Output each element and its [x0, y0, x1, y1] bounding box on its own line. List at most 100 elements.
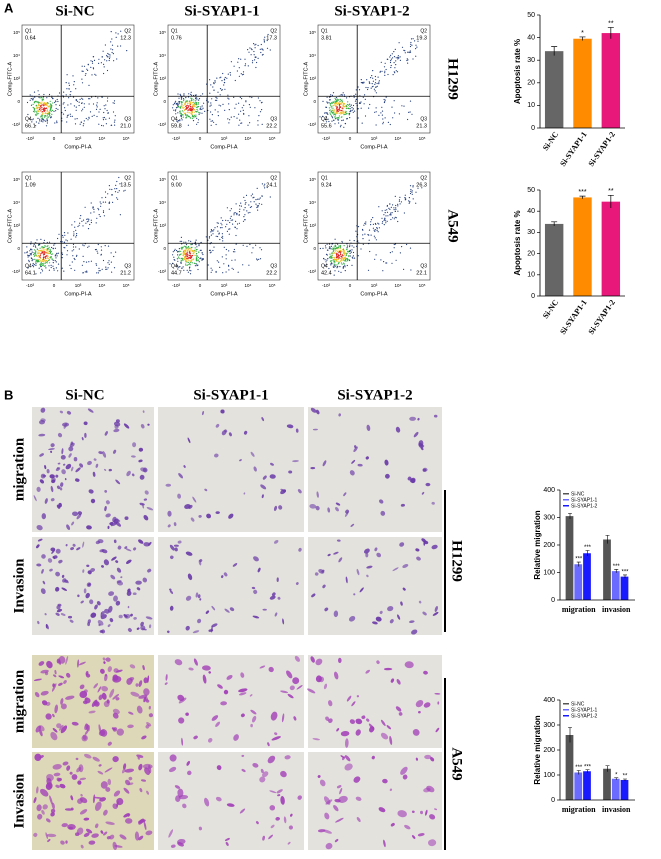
cell-dot [81, 110, 83, 112]
cell-dot [48, 113, 51, 116]
cell [107, 666, 112, 673]
cell-dot [91, 62, 94, 64]
cell-dot [190, 240, 192, 242]
cell-dot [108, 208, 110, 210]
cell [365, 456, 369, 460]
y-tick-label: 40 [527, 208, 535, 215]
x-tick-label: invasion [602, 605, 631, 614]
cell-dot [222, 103, 224, 105]
cell [310, 407, 317, 413]
cell [389, 735, 393, 745]
cell-dot [112, 49, 114, 51]
cell-dot [333, 246, 335, 248]
cell [434, 692, 441, 695]
cell [289, 685, 295, 691]
cell-dot [27, 267, 29, 269]
cell-dot [384, 212, 386, 214]
cell-dot [114, 124, 116, 126]
cell-dot [328, 96, 331, 98]
cell-dot [208, 249, 211, 251]
x-tick-label: -10³ [322, 136, 331, 141]
cell-dot [342, 248, 345, 250]
micrograph [32, 752, 154, 851]
cell [83, 832, 90, 837]
cell-dot [214, 80, 216, 82]
cell-dot [334, 123, 336, 125]
cell-dot [338, 118, 340, 120]
cell [324, 812, 330, 820]
cell-dot [409, 111, 411, 113]
cell-dot [46, 241, 48, 244]
cell-dot [339, 254, 342, 256]
cell-dot [374, 230, 376, 232]
flow-plot: Q11.09Q213.5Q321.2Q464.1-10³-10³0010³10³… [7, 171, 135, 297]
cell-dot [69, 94, 71, 96]
cell-dot [397, 205, 399, 207]
cell [115, 600, 121, 606]
cell-dot [66, 240, 68, 242]
cell-dot [192, 103, 195, 105]
cell [243, 430, 248, 435]
cell-dot [46, 262, 48, 264]
cell-dot [95, 222, 97, 224]
cell-dot [82, 125, 84, 127]
cell-dot [222, 72, 224, 75]
cell [86, 582, 92, 588]
cell-dot [389, 123, 391, 126]
cell-dot [368, 229, 371, 231]
cell-dot [336, 100, 338, 102]
cell [115, 697, 120, 701]
y-tick-label: 10³ [13, 223, 20, 228]
cell [105, 787, 111, 792]
cell [113, 790, 121, 797]
cell-dot [334, 238, 336, 240]
cell-dot [408, 200, 410, 202]
cell-dot [41, 108, 43, 110]
cell-dot [329, 246, 331, 248]
cell-dot [250, 48, 252, 50]
cell-dot [229, 221, 231, 224]
cell-dot [364, 98, 366, 100]
cell-dot [404, 194, 406, 196]
cell-dot [46, 119, 49, 121]
cell [77, 511, 82, 516]
cell [333, 551, 339, 555]
cell-dot [35, 273, 37, 275]
cell-dot [182, 266, 184, 268]
y-tick-label: 10⁵ [13, 177, 20, 182]
cell [109, 618, 114, 623]
cell-dot [110, 124, 112, 126]
cell [355, 718, 363, 725]
cell-dot [263, 185, 265, 187]
cell-dot [348, 255, 350, 258]
cell-dot [243, 104, 245, 106]
cell-dot [113, 267, 116, 269]
cell [45, 713, 52, 720]
cell [61, 823, 68, 828]
cell [65, 655, 69, 665]
cell [168, 766, 177, 773]
cell-dot [234, 79, 236, 82]
cell-dot [337, 112, 339, 114]
cell [108, 468, 112, 472]
cell [139, 474, 145, 480]
cell [105, 657, 111, 662]
cell [60, 703, 67, 710]
cell-dot [245, 101, 247, 103]
cell-dot [100, 249, 103, 251]
cell-dot [76, 234, 78, 237]
quadrant-value: 59.8 [171, 123, 182, 129]
cell [257, 567, 261, 573]
cell [287, 693, 294, 699]
cell-dot [66, 244, 68, 247]
cell-dot [191, 262, 193, 264]
cell-dot [228, 269, 230, 271]
cell [61, 574, 65, 578]
cell-dot [343, 94, 345, 96]
cell-dot [261, 123, 263, 125]
cell-dot [88, 98, 90, 100]
cell-dot [343, 104, 345, 106]
cell-dot [341, 251, 343, 253]
cell-dot [48, 246, 50, 248]
cell [215, 721, 221, 728]
